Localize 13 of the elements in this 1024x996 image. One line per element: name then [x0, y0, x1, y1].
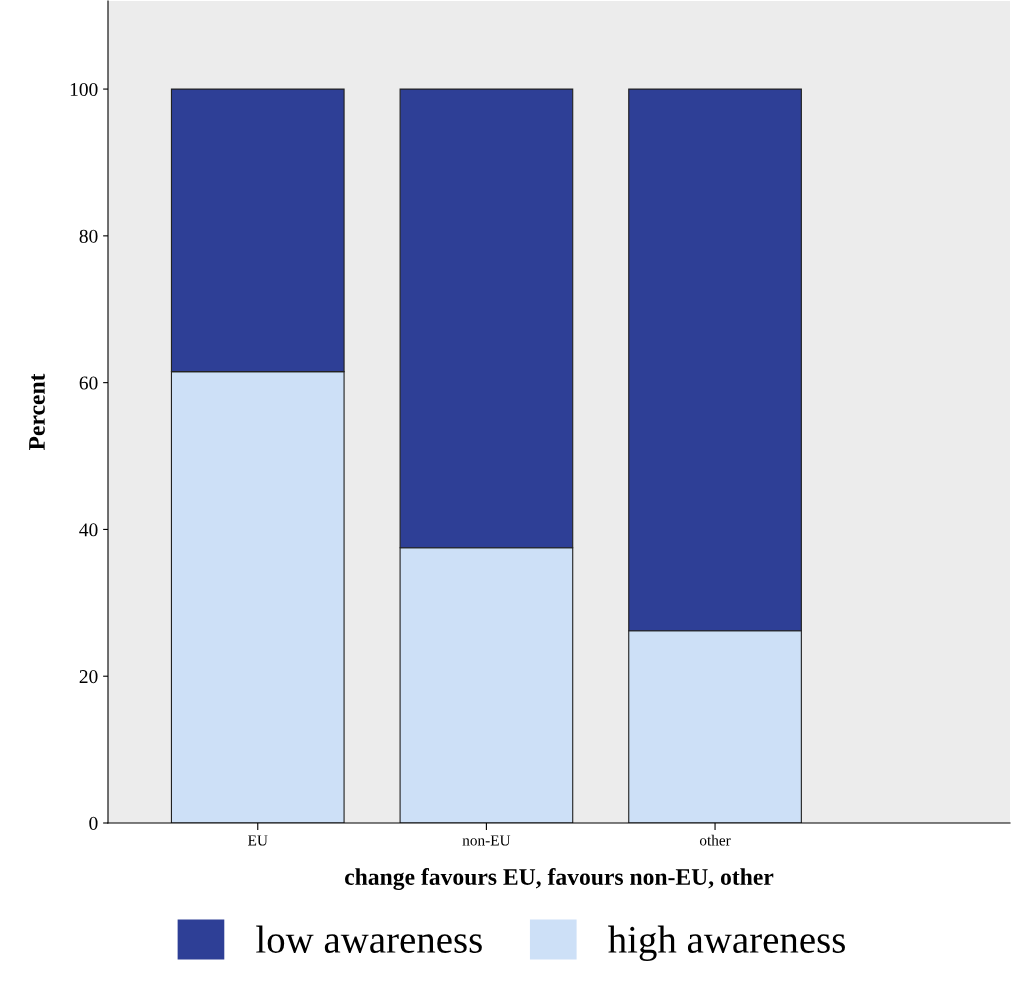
- y-tick-label: 40: [79, 523, 98, 537]
- x-tick-label: other: [699, 834, 731, 846]
- legend-label: low awareness: [256, 925, 482, 953]
- legend-label: high awareness: [608, 925, 845, 961]
- y-tick-label: 20: [79, 670, 98, 684]
- y-tick-label: 0: [89, 816, 98, 830]
- x-axis-title: change favours EU, favours non-EU, other: [345, 868, 774, 890]
- x-tick-label: non-EU: [462, 835, 511, 846]
- x-tick-label: EU: [248, 835, 268, 846]
- y-tick-label: 80: [79, 229, 98, 243]
- y-axis-title: Percent: [29, 373, 45, 451]
- y-tick-label: 60: [79, 376, 98, 390]
- y-tick-label: 100: [70, 82, 98, 97]
